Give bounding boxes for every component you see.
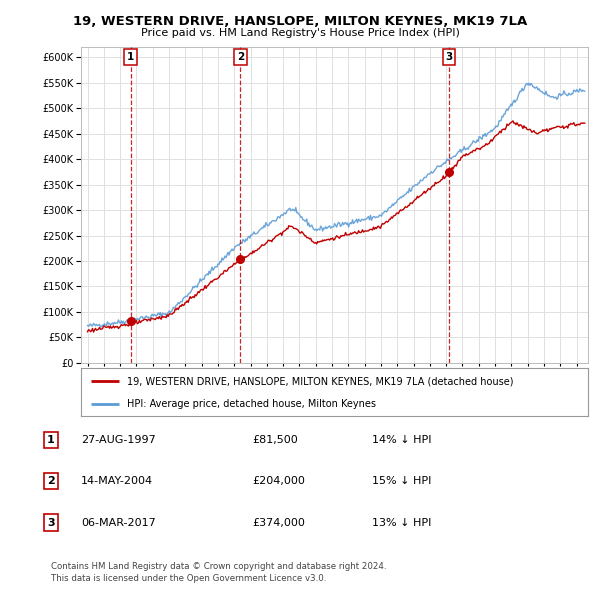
Text: 1: 1 (47, 435, 55, 445)
Text: 15% ↓ HPI: 15% ↓ HPI (372, 476, 431, 486)
Text: 2: 2 (236, 52, 244, 62)
Text: 13% ↓ HPI: 13% ↓ HPI (372, 517, 431, 527)
Text: 3: 3 (445, 52, 453, 62)
Text: 1: 1 (127, 52, 134, 62)
Text: £204,000: £204,000 (252, 476, 305, 486)
Text: 14% ↓ HPI: 14% ↓ HPI (372, 435, 431, 445)
Text: Contains HM Land Registry data © Crown copyright and database right 2024.
This d: Contains HM Land Registry data © Crown c… (51, 562, 386, 583)
Text: Price paid vs. HM Land Registry's House Price Index (HPI): Price paid vs. HM Land Registry's House … (140, 28, 460, 38)
Text: 19, WESTERN DRIVE, HANSLOPE, MILTON KEYNES, MK19 7LA: 19, WESTERN DRIVE, HANSLOPE, MILTON KEYN… (73, 15, 527, 28)
Text: 06-MAR-2017: 06-MAR-2017 (81, 517, 156, 527)
Text: 14-MAY-2004: 14-MAY-2004 (81, 476, 153, 486)
Text: 19, WESTERN DRIVE, HANSLOPE, MILTON KEYNES, MK19 7LA (detached house): 19, WESTERN DRIVE, HANSLOPE, MILTON KEYN… (127, 376, 513, 386)
Text: 2: 2 (47, 476, 55, 486)
Text: 27-AUG-1997: 27-AUG-1997 (81, 435, 156, 445)
Text: HPI: Average price, detached house, Milton Keynes: HPI: Average price, detached house, Milt… (127, 399, 376, 409)
Text: £374,000: £374,000 (252, 517, 305, 527)
Text: 3: 3 (47, 517, 55, 527)
Text: £81,500: £81,500 (252, 435, 298, 445)
